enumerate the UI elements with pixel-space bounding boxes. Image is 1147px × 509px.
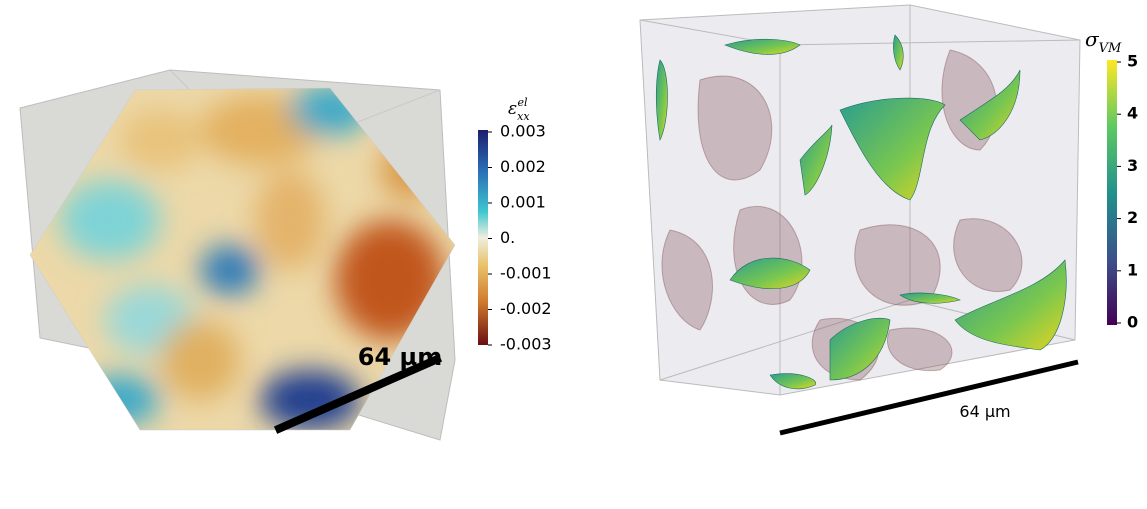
colorbar-tick-label: 0 xyxy=(1127,313,1138,332)
colorbar xyxy=(478,130,488,345)
stress-render xyxy=(639,4,1081,396)
colorbar-tick-label: -0.001 xyxy=(500,264,552,283)
colorbar-tick-label: 0.002 xyxy=(500,157,546,176)
scale-bar xyxy=(779,359,1079,436)
scale-label: 64 µm xyxy=(358,343,442,371)
colorbar-tick-label: 2 xyxy=(1127,208,1138,227)
colorbar-title: εxxel xyxy=(508,96,530,123)
title-sub: VM xyxy=(1099,41,1122,56)
colorbar-tick-label: 0.001 xyxy=(500,193,546,212)
colorbar-tick-label: 5 xyxy=(1127,52,1138,71)
colorbar-tick-label: 3 xyxy=(1127,156,1138,175)
title-sub: xx xyxy=(517,110,530,123)
colorbar-tick-label: 1 xyxy=(1127,260,1138,279)
scale-bar xyxy=(273,354,443,434)
title-symbol: σ xyxy=(1085,27,1100,51)
colorbar-tick-label: -0.003 xyxy=(500,335,552,354)
colorbar-tick-label: -0.002 xyxy=(500,299,552,318)
strain-render xyxy=(19,69,456,441)
title-symbol: ε xyxy=(508,99,517,119)
colorbar xyxy=(1107,60,1117,325)
colorbar-tick-label: 0. xyxy=(500,228,515,247)
scale-label: 64 µm xyxy=(959,402,1010,421)
colorbar-title: σVM xyxy=(1085,27,1122,56)
colorbar-tick-label: 4 xyxy=(1127,104,1138,123)
title-sup: el xyxy=(518,96,529,109)
colorbar-tick-label: 0.003 xyxy=(500,122,546,141)
